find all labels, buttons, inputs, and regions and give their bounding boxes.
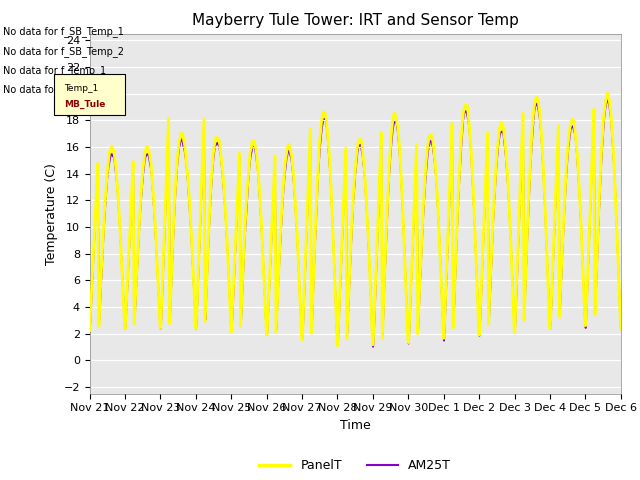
Y-axis label: Temperature (C): Temperature (C) bbox=[45, 163, 58, 264]
AM25T bbox=[617, 324, 625, 330]
Text: No data for f_Temp_2: No data for f_Temp_2 bbox=[3, 84, 106, 95]
PanelT bbox=[204, 252, 212, 257]
AM25T bbox=[204, 258, 212, 264]
AM25T bbox=[263, 332, 271, 337]
AM25T bbox=[603, 96, 611, 102]
PanelT bbox=[263, 330, 271, 336]
PanelT bbox=[438, 291, 445, 297]
PanelT bbox=[86, 327, 93, 333]
AM25T bbox=[554, 139, 562, 144]
Line: AM25T: AM25T bbox=[90, 99, 621, 347]
PanelT bbox=[554, 132, 562, 138]
Text: MB_Tule: MB_Tule bbox=[64, 99, 106, 108]
Legend: PanelT, AM25T: PanelT, AM25T bbox=[254, 455, 456, 477]
AM25T bbox=[191, 306, 198, 312]
Text: No data for f_Temp_1: No data for f_Temp_1 bbox=[3, 65, 106, 76]
Text: No data for f_SB_Temp_2: No data for f_SB_Temp_2 bbox=[3, 46, 124, 57]
Text: No data for f_SB_Temp_1: No data for f_SB_Temp_1 bbox=[3, 26, 124, 37]
PanelT bbox=[508, 247, 515, 253]
AM25T bbox=[438, 292, 445, 298]
Line: PanelT: PanelT bbox=[90, 93, 621, 346]
PanelT bbox=[617, 326, 625, 332]
Title: Mayberry Tule Tower: IRT and Sensor Temp: Mayberry Tule Tower: IRT and Sensor Temp bbox=[192, 13, 518, 28]
PanelT bbox=[604, 90, 611, 96]
PanelT bbox=[334, 343, 342, 348]
AM25T bbox=[86, 329, 93, 335]
Text: Temp_1: Temp_1 bbox=[64, 84, 99, 93]
AM25T bbox=[369, 344, 377, 350]
AM25T bbox=[508, 248, 515, 253]
PanelT bbox=[191, 307, 198, 312]
X-axis label: Time: Time bbox=[340, 419, 371, 432]
